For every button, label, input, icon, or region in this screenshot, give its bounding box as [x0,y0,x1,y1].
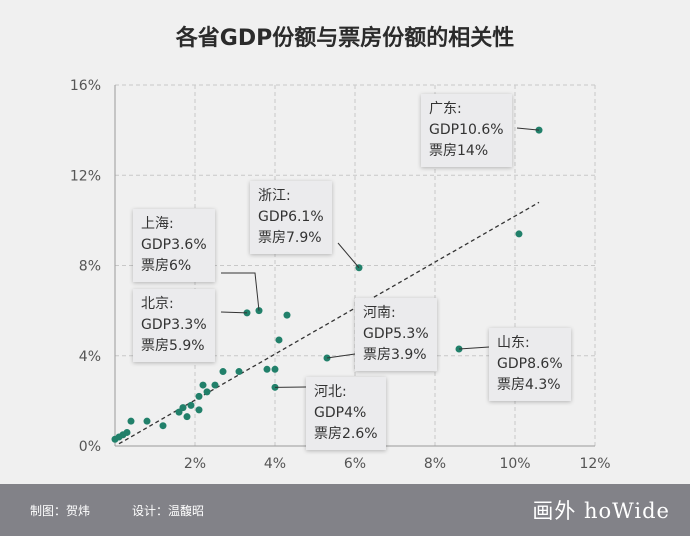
y-tick-label: 16% [70,78,101,94]
annotation-line: 票房6% [141,258,192,274]
y-tick-label: 8% [79,259,101,275]
data-point [219,368,227,376]
data-point [127,417,135,425]
annotation-line: 河北: [314,384,347,400]
y-tick-label: 0% [79,439,101,455]
x-tick-label: 2% [184,456,206,472]
data-point [111,435,119,443]
y-tick-label: 4% [79,349,101,365]
annotation-line: GDP8.6% [497,356,563,372]
annotation-line: GDP6.1% [258,209,324,225]
annotation-line: GDP10.6% [429,122,504,138]
data-point [179,404,187,412]
data-point [203,388,211,396]
data-point [195,406,203,414]
data-point [183,413,191,421]
annotation-line: 票房5.9% [141,338,205,354]
data-point [143,417,151,425]
annotation-line: 上海: [141,216,174,232]
data-point [515,230,523,238]
credit-designer: 设计：温馥昭 [132,504,205,518]
data-point [175,408,183,416]
annotation-line: 北京: [141,296,174,312]
annotation-line: 票房2.6% [314,426,378,442]
annotation-hebei: 河北: GDP4% 票房2.6% [306,377,386,450]
leader-line-beijing [220,311,248,314]
leader-line-guangdong [516,127,540,131]
data-point [263,365,271,373]
leader-line-zhejiang [337,242,360,269]
footer-bar: 制图：贺炜 设计：温馥昭 画外 hoWide [0,484,690,536]
annotation-line: 票房3.9% [363,347,427,363]
x-tick-label: 10% [499,456,530,472]
x-tick-label: 8% [424,456,446,472]
annotation-henan: 河南: GDP5.3% 票房3.9% [355,298,437,371]
data-point [199,381,207,389]
annotation-beijing: 北京: GDP3.3% 票房5.9% [133,289,215,362]
annotation-line: 票房14% [429,143,489,159]
howide-logo: 画外 hoWide [532,499,670,523]
annotation-line: 河南: [363,305,396,321]
annotation-line: 山东: [497,335,530,351]
annotation-line: 浙江: [258,188,291,204]
y-tick-label: 12% [70,168,101,184]
x-tick-label: 6% [344,456,366,472]
chart-title: 各省GDP份额与票房份额的相关性 [175,26,515,51]
data-point [271,365,279,373]
annotation-shanghai: 上海: GDP3.6% 票房6% [133,209,215,282]
annotation-zhejiang: 浙江: GDP6.1% 票房7.9% [250,181,332,254]
leader-line-henan [326,353,356,359]
credit-maker: 制图：贺炜 [30,504,91,518]
data-point [211,381,219,389]
annotation-line: 票房4.3% [497,377,561,393]
annotation-line: 广东: [429,101,462,117]
annotation-line: 票房7.9% [258,230,322,246]
annotation-line: GDP4% [314,405,367,421]
leader-line-shandong [458,346,490,350]
data-point [275,336,283,344]
x-tick-label: 12% [579,456,610,472]
annotation-line: GDP5.3% [363,326,429,342]
annotation-line: GDP3.3% [141,317,207,333]
leader-line-shanghai [221,272,260,311]
data-point [187,401,195,409]
annotation-shandong: 山东: GDP8.6% 票房4.3% [489,328,571,401]
data-point [283,311,291,319]
data-point [159,422,167,430]
annotation-line: GDP3.6% [141,237,207,253]
x-tick-label: 4% [264,456,286,472]
data-point [195,392,203,400]
annotation-guangdong: 广东: GDP10.6% 票房14% [421,94,512,167]
data-point [235,368,243,376]
